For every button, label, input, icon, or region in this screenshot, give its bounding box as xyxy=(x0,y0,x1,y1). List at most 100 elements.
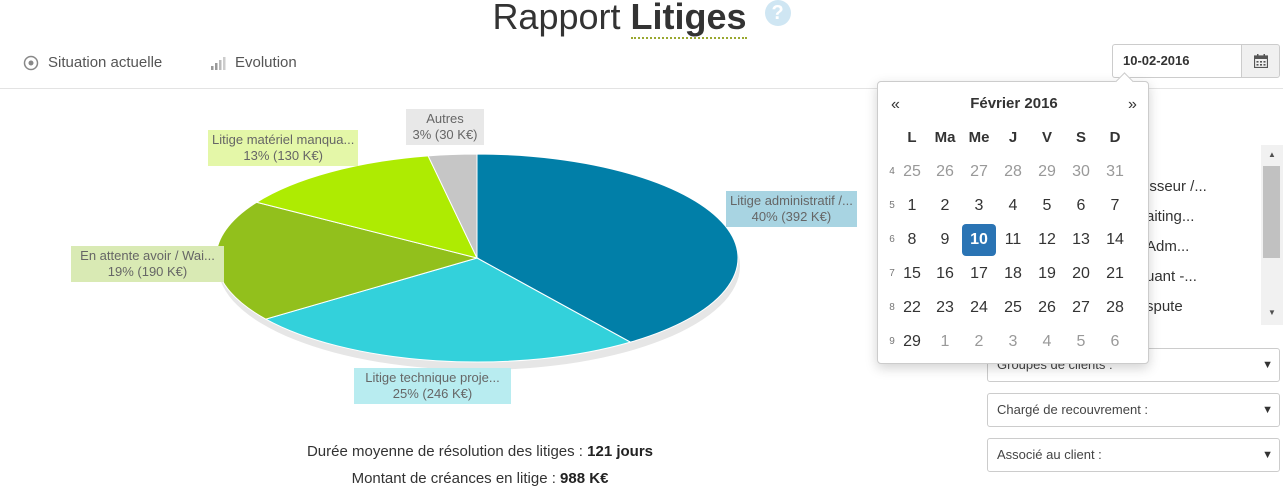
scroll-up-icon[interactable]: ▲ xyxy=(1268,150,1276,159)
help-icon[interactable]: ? xyxy=(764,0,791,27)
dropdown-charge-recouvrement[interactable]: Chargé de recouvrement : ▼ xyxy=(987,393,1280,427)
pie-slice[interactable] xyxy=(427,153,478,259)
day-cell[interactable]: 26 xyxy=(936,163,954,180)
day-cell[interactable]: 13 xyxy=(1072,231,1090,248)
day-cell-selected[interactable]: 10 xyxy=(962,224,996,256)
day-cell[interactable]: 18 xyxy=(1004,265,1022,282)
slice-label-name: Litige technique proje... xyxy=(365,370,500,385)
dropdown-label: Chargé de recouvrement : xyxy=(997,402,1149,417)
day-cell[interactable]: 24 xyxy=(970,299,988,316)
calendar-button[interactable] xyxy=(1241,44,1280,78)
stat-amount: Montant de créances en litige : 988 K€ xyxy=(0,470,960,487)
dropdown-label: Associé au client : xyxy=(997,447,1102,462)
day-cell[interactable]: 23 xyxy=(936,299,954,316)
day-cell[interactable]: 5 xyxy=(1042,197,1052,214)
day-cell[interactable]: 5 xyxy=(1076,333,1086,350)
weekday-header: J xyxy=(1008,129,1018,146)
title-bold: Litiges xyxy=(630,0,747,39)
tab-evolution[interactable]: Evolution xyxy=(210,54,297,71)
scroll-thumb[interactable] xyxy=(1263,166,1280,258)
day-cell[interactable]: 2 xyxy=(940,197,950,214)
pie-slice[interactable] xyxy=(255,155,478,259)
day-cell[interactable]: 12 xyxy=(1038,231,1056,248)
week-number: 5 xyxy=(889,200,895,211)
pie-slice[interactable] xyxy=(476,153,739,343)
day-cell[interactable]: 16 xyxy=(936,265,954,282)
day-cell[interactable]: 30 xyxy=(1072,163,1090,180)
caret-down-icon: ▼ xyxy=(1262,449,1273,461)
day-cell[interactable]: 27 xyxy=(970,163,988,180)
filter-list[interactable]: isseur /... aiting... Adm... uant -... s… xyxy=(987,145,1283,325)
day-cell[interactable]: 29 xyxy=(903,333,921,350)
header-divider xyxy=(0,88,1283,89)
pie-slices xyxy=(215,153,739,363)
next-month-button[interactable]: » xyxy=(1128,96,1137,113)
day-cell[interactable]: 21 xyxy=(1106,265,1124,282)
slice-label-value: 25% (246 K€) xyxy=(392,386,473,401)
datepicker-popup[interactable]: « Février 2016 » L Ma Me J V S D 4 25 26 27 28 29 30 3… xyxy=(877,81,1149,364)
day-cell[interactable]: 1 xyxy=(907,197,917,214)
day-cell[interactable]: 4 xyxy=(1008,197,1018,214)
tab-label: Situation actuelle xyxy=(48,54,163,71)
week-number: 4 xyxy=(889,166,895,177)
date-input[interactable]: 10-02-2016 xyxy=(1112,44,1242,78)
datepicker-month-title[interactable]: Février 2016 xyxy=(970,95,1058,112)
day-cell[interactable]: 11 xyxy=(1004,231,1022,248)
day-cell[interactable]: 28 xyxy=(1106,299,1124,316)
weekday-header: L xyxy=(907,129,917,146)
list-item[interactable]: Adm... xyxy=(1146,238,1190,255)
day-cell[interactable]: 2 xyxy=(974,333,984,350)
day-cell[interactable]: 9 xyxy=(940,231,950,248)
weekday-header: V xyxy=(1041,129,1052,146)
title-light: Rapport xyxy=(492,0,621,37)
week-number: 6 xyxy=(889,234,895,245)
day-cell[interactable]: 3 xyxy=(1008,333,1018,350)
slice-label-name: En attente avoir / Wai... xyxy=(80,248,215,263)
day-cell[interactable]: 22 xyxy=(903,299,921,316)
tab-label: Evolution xyxy=(235,54,297,71)
prev-month-button[interactable]: « xyxy=(891,96,900,113)
list-item[interactable]: spute xyxy=(1146,298,1183,315)
list-item[interactable]: uant -... xyxy=(1146,268,1197,285)
day-cell[interactable]: 25 xyxy=(903,163,921,180)
day-cell[interactable]: 1 xyxy=(940,333,950,350)
day-cell[interactable]: 14 xyxy=(1106,231,1124,248)
scroll-down-icon[interactable]: ▼ xyxy=(1268,308,1276,317)
tab-situation-actuelle[interactable]: Situation actuelle xyxy=(23,54,162,71)
slice-label-name: Litige administratif /... xyxy=(730,193,853,208)
day-cell[interactable]: 25 xyxy=(1004,299,1022,316)
weekday-header: Ma xyxy=(934,129,956,146)
slice-label-administratif: Litige administratif /... 40% (392 K€) xyxy=(726,191,857,227)
week-number: 7 xyxy=(889,268,895,279)
slice-label-name: Autres xyxy=(426,111,464,126)
list-item[interactable]: aiting... xyxy=(1146,208,1195,225)
stat-duration-value: 121 jours xyxy=(587,443,654,460)
day-cell[interactable]: 4 xyxy=(1042,333,1052,350)
day-cell[interactable]: 8 xyxy=(907,231,917,248)
day-cell[interactable]: 3 xyxy=(974,197,984,214)
day-cell[interactable]: 6 xyxy=(1110,333,1120,350)
day-cell[interactable]: 6 xyxy=(1076,197,1086,214)
day-cell[interactable]: 26 xyxy=(1038,299,1056,316)
stat-duration-label: Durée moyenne de résolution des litiges … xyxy=(306,443,588,460)
day-cell[interactable]: 19 xyxy=(1038,265,1056,282)
slice-label-technique: Litige technique proje... 25% (246 K€) xyxy=(354,368,511,404)
weekday-header: D xyxy=(1109,129,1121,146)
pie-slice[interactable] xyxy=(264,257,632,363)
day-cell[interactable]: 28 xyxy=(1004,163,1022,180)
day-cell[interactable]: 20 xyxy=(1072,265,1090,282)
day-cell[interactable]: 15 xyxy=(903,265,921,282)
list-item[interactable]: isseur /... xyxy=(1146,178,1207,195)
day-cell[interactable]: 29 xyxy=(1038,163,1056,180)
weekday-header: S xyxy=(1075,129,1086,146)
page-title: Rapport Litiges ? xyxy=(0,0,1283,39)
day-cell[interactable]: 31 xyxy=(1106,163,1124,180)
slice-label-autres: Autres 3% (30 K€) xyxy=(406,109,484,145)
dropdown-associe-client[interactable]: Associé au client : ▼ xyxy=(987,438,1280,472)
stat-amount-value: 988 K€ xyxy=(560,470,609,487)
day-cell[interactable]: 7 xyxy=(1110,197,1120,214)
signal-bars-icon xyxy=(211,56,226,70)
day-cell[interactable]: 27 xyxy=(1072,299,1090,316)
day-cell[interactable]: 17 xyxy=(970,265,988,282)
week-number: 9 xyxy=(889,336,895,347)
